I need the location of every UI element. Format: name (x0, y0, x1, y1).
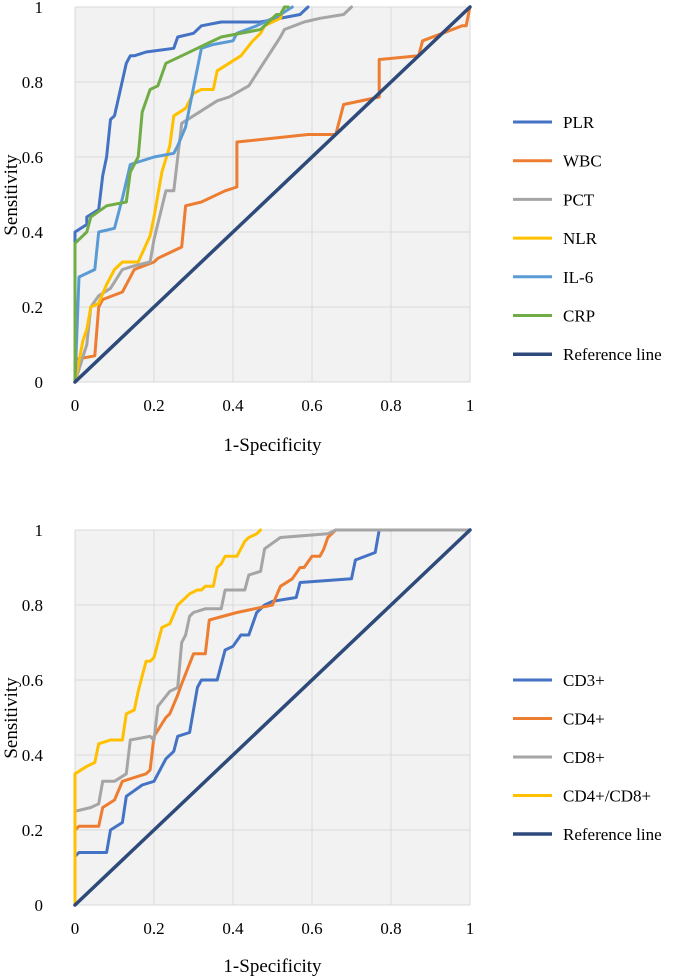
y-tick-label: 1 (35, 521, 44, 540)
y-axis-label: Sensitivity (1, 154, 22, 236)
series-line-plr (73, 5, 310, 384)
x-axis-label: 1-Specificity (223, 956, 322, 977)
y-tick-label: 0.8 (22, 73, 43, 92)
x-tick-label: 0 (71, 919, 80, 938)
y-tick-label: 0.2 (22, 821, 43, 840)
series-line-cd4-cd8 (73, 528, 263, 907)
y-tick-label: 0.4 (22, 746, 44, 765)
legend-label-cd4-cd8: CD4+/CD8+ (563, 787, 651, 806)
legend-label-il-6: IL-6 (563, 268, 593, 287)
series-line-crp (73, 5, 290, 384)
x-tick-label: 0.8 (380, 396, 401, 415)
legend-label-cd3: CD3+ (563, 671, 605, 690)
x-tick-label: 0 (71, 396, 80, 415)
legend-label-plr: PLR (563, 113, 595, 132)
x-tick-label: 0.6 (301, 396, 322, 415)
y-tick-label: 0.4 (22, 223, 44, 242)
legend-label-cd8: CD8+ (563, 748, 605, 767)
y-tick-label: 0 (35, 896, 44, 915)
legend-label-reference-line: Reference line (563, 345, 662, 364)
legend-label-reference-line: Reference line (563, 825, 662, 844)
x-tick-label: 0.2 (143, 919, 164, 938)
legend-label-cd4: CD4+ (563, 710, 605, 729)
legend-label-nlr: NLR (563, 229, 598, 248)
y-tick-label: 0.8 (22, 596, 43, 615)
y-tick-label: 0.6 (22, 671, 43, 690)
roc-chart-lymphocyte-subsets: 0 0.2 0.4 0.6 0.8 1 0 0.2 0.4 0.6 0.8 1 1-Specificit… (1, 521, 662, 977)
x-tick-label: 0.2 (143, 396, 164, 415)
series-line-reference-line (73, 528, 472, 907)
x-tick-label: 1 (466, 919, 475, 938)
legend-label-wbc: WBC (563, 152, 602, 171)
series-line-cd4 (73, 528, 338, 907)
x-tick-label: 0.4 (222, 396, 244, 415)
series-line-wbc (73, 5, 472, 384)
series-line-nlr (73, 5, 286, 384)
series-line-cd8 (73, 528, 472, 907)
x-axis-label: 1-Specificity (223, 435, 322, 456)
y-tick-label: 0 (35, 373, 44, 392)
series-line-cd3 (73, 528, 381, 907)
y-axis-label: Sensitivity (1, 677, 22, 759)
series-line-il-6 (73, 5, 294, 384)
y-tick-label: 1 (35, 0, 44, 17)
x-tick-label: 0.8 (380, 919, 401, 938)
roc-chart-inflammatory-markers: 0 0.2 0.4 0.6 0.8 1 0 0.2 0.4 0.6 0.8 1 1-Specificit… (1, 0, 662, 456)
legend-label-pct: PCT (563, 190, 595, 209)
x-tick-label: 0.4 (222, 919, 244, 938)
y-tick-label: 0.6 (22, 148, 43, 167)
legend-label-crp: CRP (563, 307, 595, 326)
series-line-reference-line (73, 5, 472, 384)
y-tick-label: 0.2 (22, 298, 43, 317)
x-tick-label: 1 (466, 396, 475, 415)
x-tick-label: 0.6 (301, 919, 322, 938)
